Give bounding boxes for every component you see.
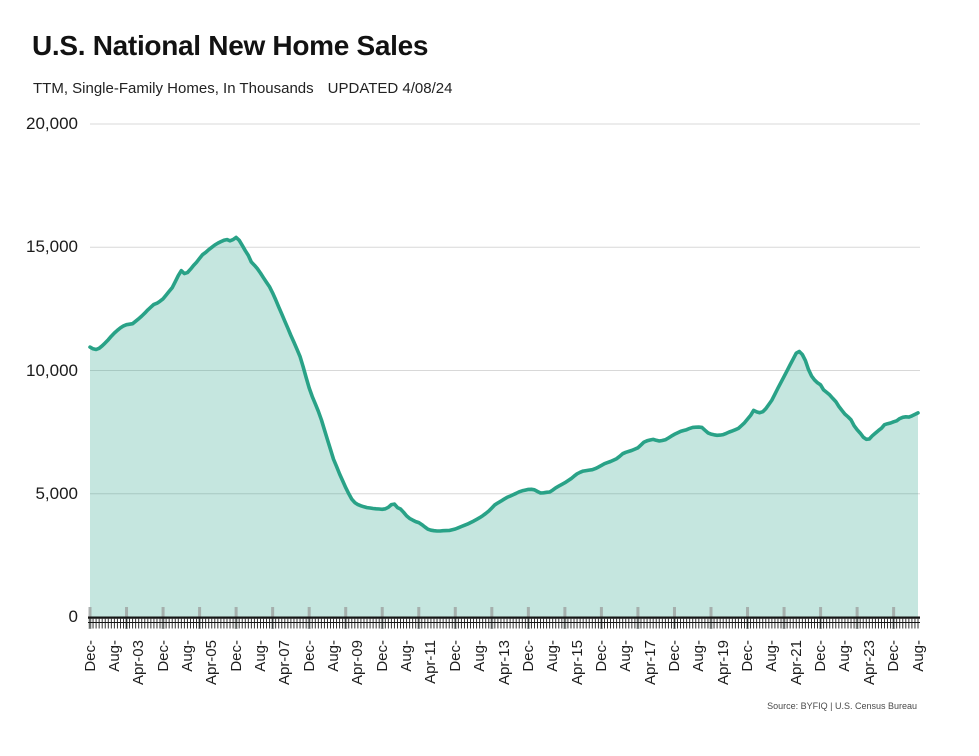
y-tick-label: 10,000 [26, 360, 78, 380]
chart-subtitle: TTM, Single-Family Homes, In Thousands UP… [33, 80, 452, 97]
updated-label: UPDATED 4/08/24 [327, 80, 453, 97]
source-credit: Source: BYFIQ | U.S. Census Bureau [767, 701, 917, 711]
y-tick-label: 15,000 [26, 237, 78, 257]
y-tick-label: 20,000 [26, 114, 78, 133]
subtitle-text: TTM, Single-Family Homes, In Thousands [33, 80, 314, 97]
y-tick-label: 5,000 [35, 483, 78, 503]
y-tick-label: 0 [68, 607, 78, 626]
chart-title: U.S. National New Home Sales [32, 30, 429, 61]
